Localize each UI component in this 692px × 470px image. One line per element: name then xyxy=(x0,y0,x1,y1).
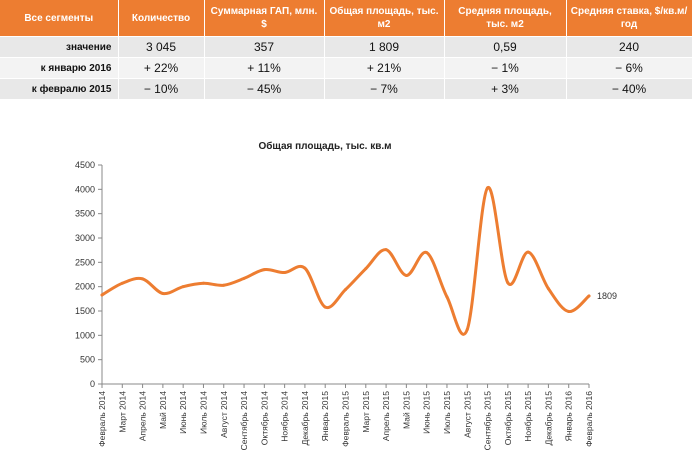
plot-area: 0 500 1000 1500 2000 2500 3000 3500 4000 4500 Февр… xyxy=(75,160,617,450)
data-point xyxy=(445,295,449,299)
x-tick-label: Март 2015 xyxy=(361,391,371,433)
data-point xyxy=(323,305,327,309)
data-point xyxy=(141,277,145,281)
data-point xyxy=(486,186,490,190)
x-tick-label: Сентябрь 2015 xyxy=(483,391,493,451)
table-cell: − 6% xyxy=(566,57,692,79)
x-tick-label: Август 2015 xyxy=(462,391,472,438)
data-point xyxy=(242,276,246,280)
y-tick-label: 4500 xyxy=(75,160,95,170)
data-point xyxy=(161,291,165,295)
x-tick-label: Май 2014 xyxy=(158,391,168,429)
data-point xyxy=(587,294,591,298)
x-tick-label: Декабрь 2015 xyxy=(543,391,553,446)
data-point xyxy=(567,309,571,313)
x-tick-label: Январь 2016 xyxy=(564,391,574,442)
x-tick-label: Январь 2015 xyxy=(320,391,330,442)
data-point xyxy=(425,251,429,255)
table-cell: + 11% xyxy=(204,57,325,79)
y-tick-label: 0 xyxy=(90,379,95,389)
data-point xyxy=(181,285,185,289)
data-point xyxy=(201,281,205,285)
data-point xyxy=(526,250,530,254)
x-tick-label: Апрель 2014 xyxy=(138,391,148,441)
y-tick-label: 2000 xyxy=(75,282,95,292)
x-tick-label: Июнь 2015 xyxy=(422,391,432,434)
table-cell: − 45% xyxy=(204,78,325,99)
data-point xyxy=(404,273,408,277)
end-value-label: 1809 xyxy=(597,291,617,301)
x-tick-label: Ноябрь 2015 xyxy=(523,391,533,442)
x-tick-label: Октябрь 2014 xyxy=(259,391,269,445)
header-count: Количество xyxy=(118,0,205,37)
x-tick-label: Ноябрь 2014 xyxy=(280,391,290,442)
table-cell: 240 xyxy=(566,36,692,58)
x-tick-label: Август 2014 xyxy=(219,391,229,438)
header-total-area: Общая площадь, тыс. м2 xyxy=(324,0,445,37)
x-tick-label: Май 2015 xyxy=(401,391,411,429)
y-tick-label: 1000 xyxy=(75,330,95,340)
x-tick-label: Февраль 2014 xyxy=(97,391,107,447)
table-row: к февралю 2015 − 10% − 45% − 7% + 3% − 4… xyxy=(0,78,692,99)
area-line-chart: Общая площадь, тыс. кв.м 0 500 1000 1500 200… xyxy=(75,140,617,450)
x-tick-label: Июль 2014 xyxy=(198,391,208,434)
data-point xyxy=(283,271,287,275)
summary-table: Все сегменты Количество Суммарная ГАП, м… xyxy=(0,0,692,99)
y-tick-label: 3500 xyxy=(75,209,95,219)
data-point xyxy=(506,281,510,285)
table-cell: − 10% xyxy=(118,78,205,99)
y-tick-label: 500 xyxy=(80,355,95,365)
row-label: к январю 2016 xyxy=(0,57,119,79)
table-cell: + 3% xyxy=(444,78,567,99)
data-point xyxy=(303,266,307,270)
data-point xyxy=(384,248,388,252)
y-tick-label: 1500 xyxy=(75,306,95,316)
x-tick-label: Апрель 2015 xyxy=(381,391,391,441)
x-tick-label: Декабрь 2014 xyxy=(300,391,310,446)
x-tick-label: Февраль 2015 xyxy=(341,391,351,447)
header-avg-rate: Средняя ставка, $/кв.м/год xyxy=(566,0,692,37)
y-tick-label: 4000 xyxy=(75,184,95,194)
table-cell: + 21% xyxy=(324,57,445,79)
data-point xyxy=(222,283,226,287)
x-tick-label: Июль 2015 xyxy=(442,391,452,434)
table-header-row: Все сегменты Количество Суммарная ГАП, м… xyxy=(0,0,692,37)
data-point xyxy=(465,327,469,331)
table-cell: 357 xyxy=(204,36,325,58)
table-cell: 0,59 xyxy=(444,36,567,58)
data-point xyxy=(100,293,104,297)
row-label: к февралю 2015 xyxy=(0,78,119,99)
header-segments: Все сегменты xyxy=(0,0,119,37)
data-point xyxy=(546,287,550,291)
row-label: значение xyxy=(0,36,119,58)
header-total-gla: Суммарная ГАП, млн. $ xyxy=(204,0,325,37)
table-row: значение 3 045 357 1 809 0,59 240 xyxy=(0,36,692,58)
chart-title: Общая площадь, тыс. кв.м xyxy=(258,140,391,152)
data-point xyxy=(364,267,368,271)
x-tick-label: Октябрь 2015 xyxy=(503,391,513,445)
data-point xyxy=(262,268,266,272)
y-tick-label: 3000 xyxy=(75,233,95,243)
header-avg-area: Средняя площадь, тыс. м2 xyxy=(444,0,567,37)
series-line xyxy=(100,186,591,336)
table-cell: + 22% xyxy=(118,57,205,79)
x-tick-label: Сентябрь 2014 xyxy=(239,391,249,451)
table-row: к январю 2016 + 22% + 11% + 21% − 1% − 6… xyxy=(0,57,692,79)
table-cell: 3 045 xyxy=(118,36,205,58)
data-point xyxy=(120,281,124,285)
x-tick-label: Июнь 2014 xyxy=(178,391,188,434)
x-tick-label: Март 2014 xyxy=(117,391,127,433)
y-tick-label: 2500 xyxy=(75,257,95,267)
table-cell: 1 809 xyxy=(324,36,445,58)
table-cell: − 40% xyxy=(566,78,692,99)
table-cell: − 7% xyxy=(324,78,445,99)
data-point xyxy=(344,288,347,292)
x-tick-label: Февраль 2016 xyxy=(584,391,594,447)
table-cell: − 1% xyxy=(444,57,567,79)
